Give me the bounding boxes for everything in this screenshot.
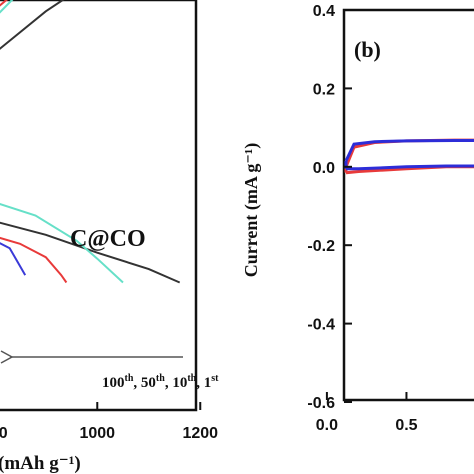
panel-a-discharge-curve-4 (0, 242, 27, 276)
panel-a-curves (0, 0, 181, 284)
panel-b-x-ticks: 0.0 0.5 (316, 392, 418, 434)
cycle-100-sup: th (125, 373, 134, 384)
cycle-10: 10 (172, 375, 187, 391)
panel-a-charge-curve-2 (0, 0, 14, 14)
cycle-50: 50 (141, 375, 156, 391)
panel-a-x-tick-label: 800 (0, 425, 8, 442)
cycle-100: 100 (102, 375, 125, 391)
panel-b: (b) 0.4 0.2 0.0 -0.2 -0.4 -0.6 0.0 0.5 Current… (241, 3, 474, 434)
panel-b-frame (342, 8, 474, 402)
panel-b-y-tick-label: 0.0 (313, 160, 335, 177)
panel-a-discharge-curve-3 (0, 236, 68, 284)
panel-b-label: (b) (354, 37, 381, 62)
panel-b-y-tick-label: 0.4 (313, 3, 335, 20)
cycle-1-sup: st (211, 373, 219, 384)
panel-b-y-tick-label: 0.2 (313, 81, 335, 98)
panel-b-y-tick-label: -0.6 (307, 395, 335, 412)
panel-a-x-ticks: 800 1000 1200 (0, 402, 218, 442)
cycle-arrow-icon (0, 350, 14, 364)
panel-b-y-ticks: 0.4 0.2 0.0 -0.2 -0.4 -0.6 (307, 3, 352, 412)
panel-a-discharge-curve-1 (0, 221, 181, 284)
panel-a: C@CO 100th, 50th, 10th, 1st 80010001200 … (0, 0, 219, 474)
panel-a-charge-curve-1 (0, 0, 65, 50)
panel-b-cv-lower-2 (346, 164, 474, 171)
panel-a-frame (0, 0, 198, 412)
panel-b-cv-upper-2 (344, 139, 474, 162)
panel-b-y-tick-label: -0.2 (307, 238, 335, 255)
panel-a-x-tick-label: 1200 (182, 425, 218, 442)
panel-a-x-tick-label: 1000 (79, 425, 115, 442)
cycle-legend: 100th, 50th, 10th, 1st (102, 373, 219, 391)
panel-b-y-axis-label: Current (mA g⁻¹) (241, 143, 262, 278)
cycle-1: 1 (204, 375, 212, 391)
panel-a-discharge-curve-2 (0, 202, 124, 284)
panel-b-curves (344, 138, 474, 175)
cycle-10-sup: th (187, 373, 196, 384)
panel-a-x-axis-label: (mAh g⁻¹) (0, 453, 81, 474)
panel-b-x-tick-label: 0.5 (395, 417, 417, 434)
material-annotation: C@CO (70, 226, 146, 252)
cycle-50-sup: th (156, 373, 165, 384)
panel-b-x-tick-label: 0.0 (316, 417, 338, 434)
panel-b-y-tick-label: -0.4 (307, 317, 335, 334)
